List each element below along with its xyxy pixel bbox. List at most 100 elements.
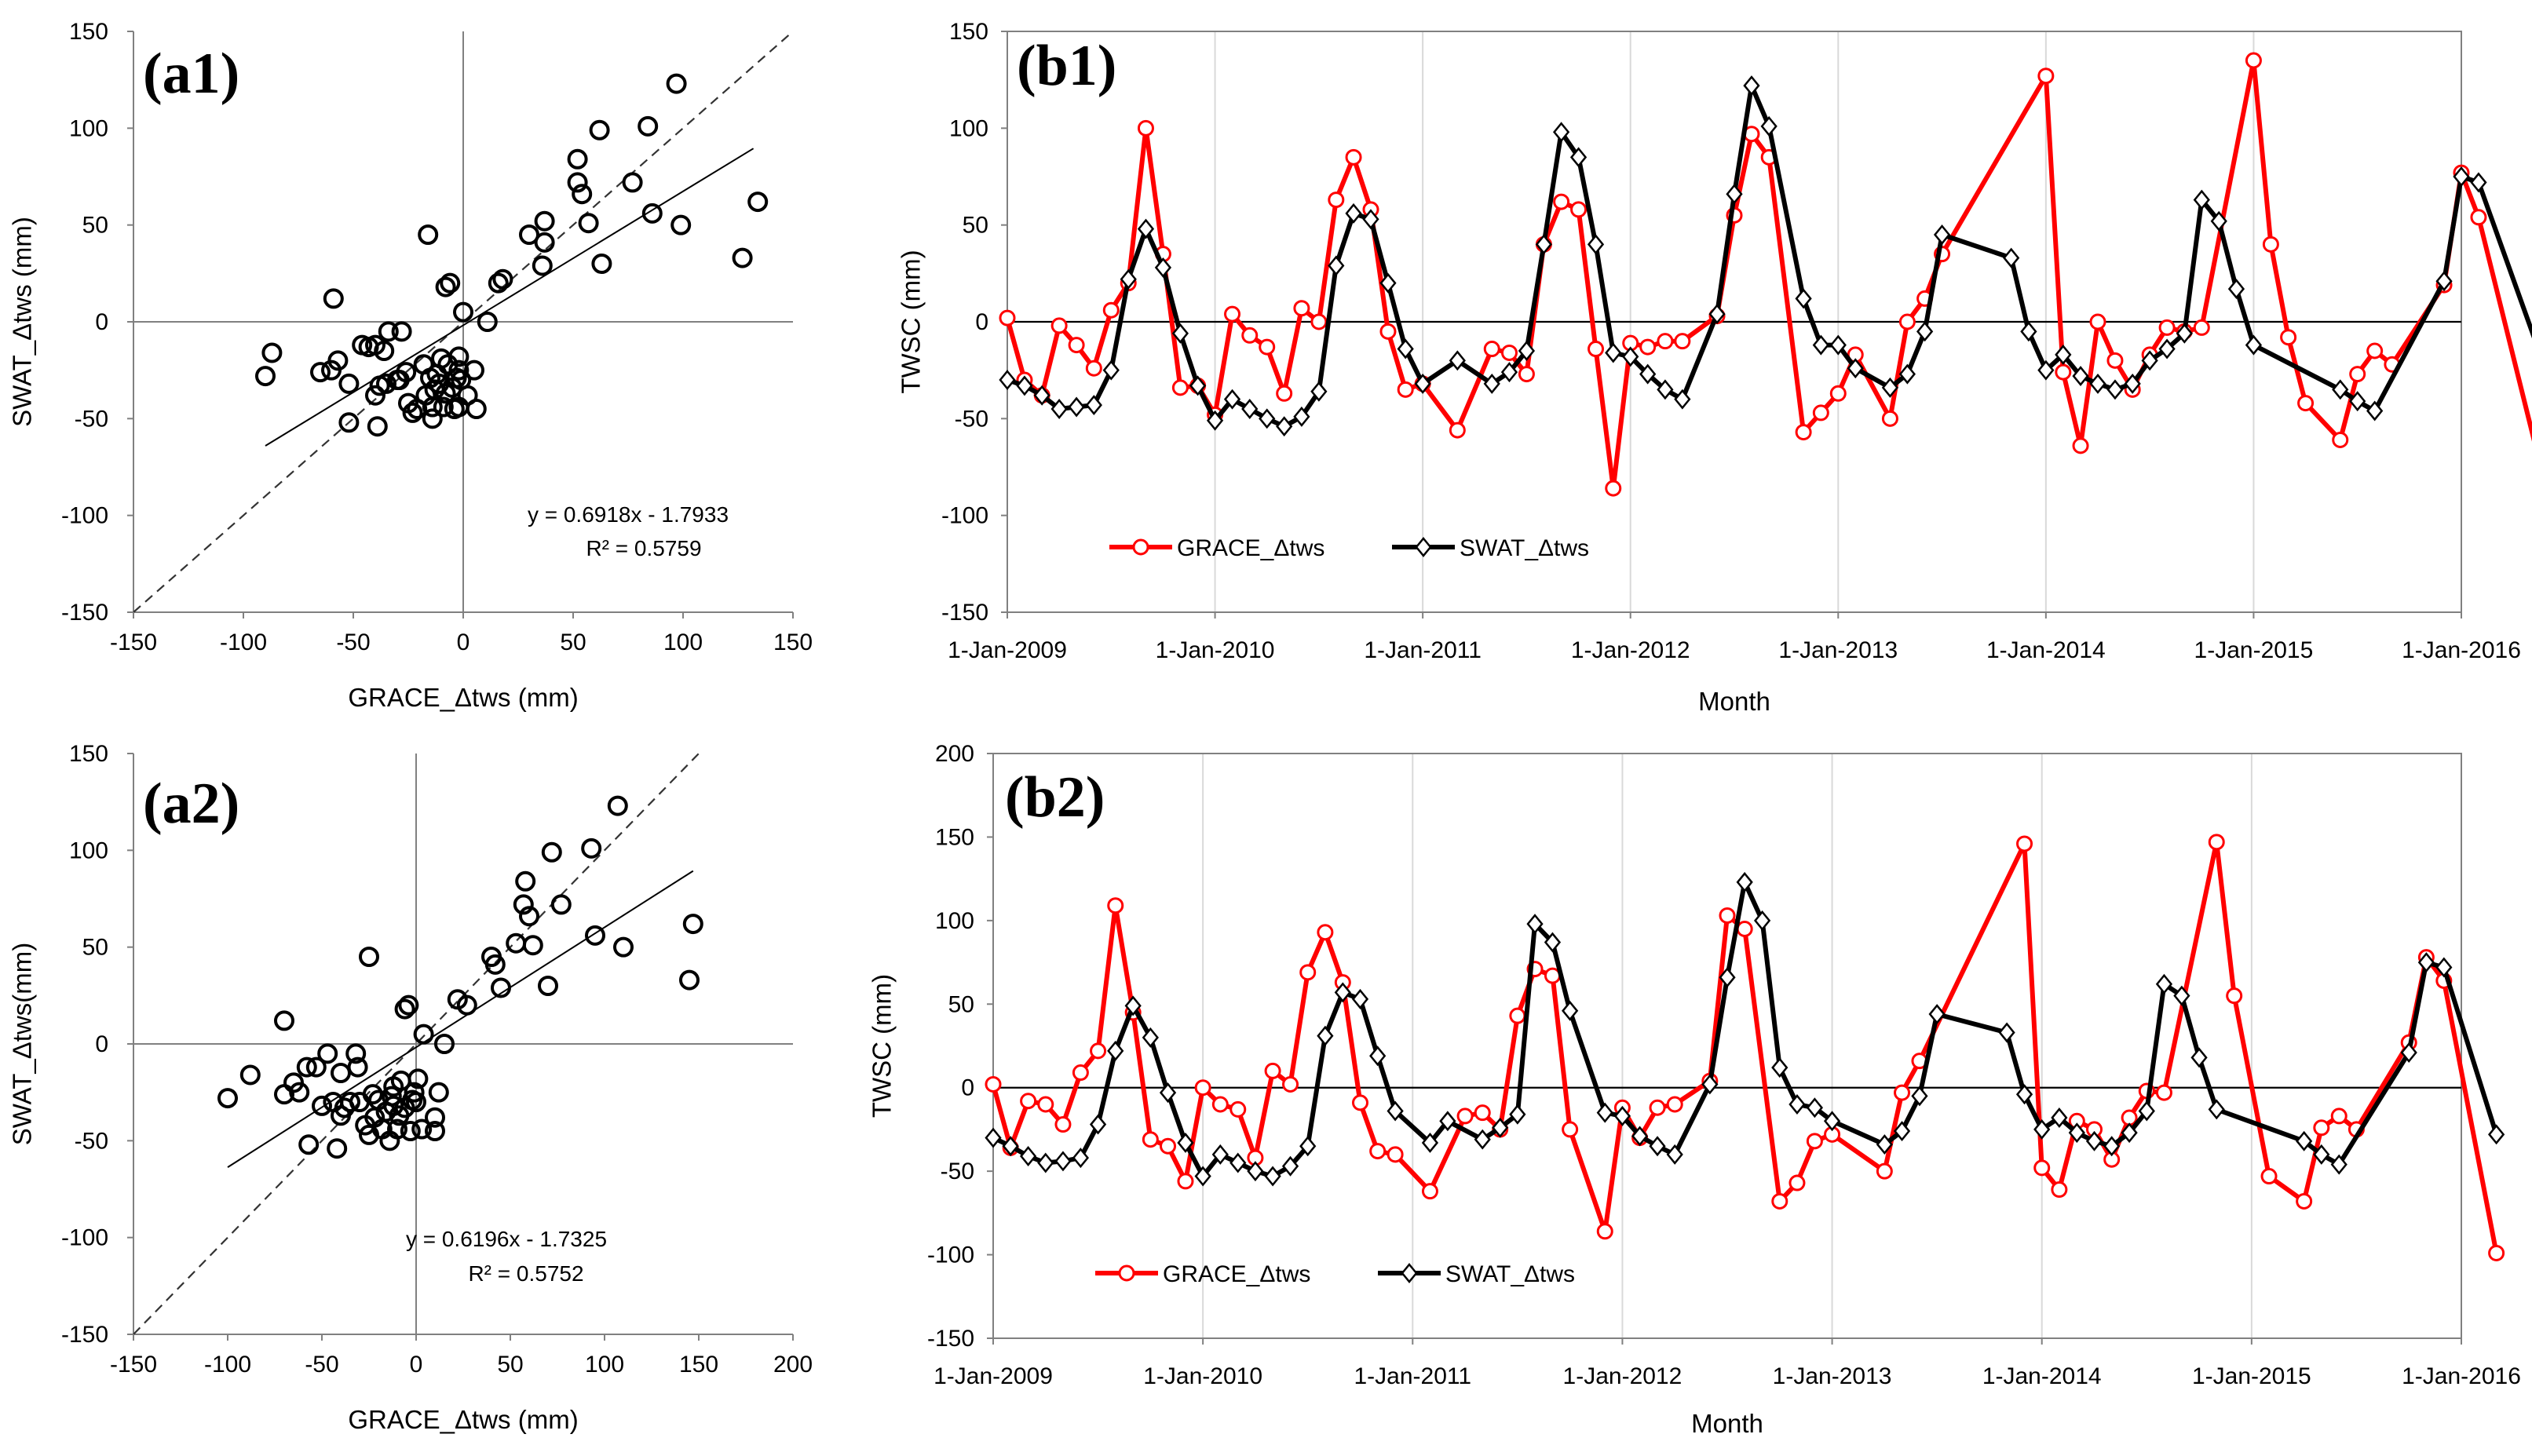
grace-data-point — [1345, 148, 1362, 166]
grace-data-point — [2106, 352, 2124, 369]
scatter-point — [418, 224, 439, 245]
swat-data-point — [1016, 375, 1033, 396]
scatter-point — [422, 408, 443, 429]
swat-data-point — [1293, 406, 1310, 427]
swat-data-point — [2190, 1047, 2208, 1068]
swat-data-point — [1743, 75, 1760, 97]
swat-data-point — [1085, 395, 1102, 416]
swat-data-point — [2138, 1100, 2155, 1122]
swat-data-point — [1928, 1004, 1946, 1025]
grace-data-point — [1518, 366, 1535, 383]
swat-data-point — [1631, 1126, 1649, 1147]
grace-data-point — [1736, 921, 1753, 937]
y-tick-label: 150 — [69, 19, 108, 45]
plot-frame — [992, 753, 2462, 1339]
scatter-point — [641, 203, 663, 224]
legend-grace-marker — [1132, 538, 1149, 556]
scatter-point — [345, 1043, 367, 1064]
swat-data-point — [1552, 122, 1570, 143]
scatter-point — [376, 373, 396, 394]
scatter-point — [638, 115, 659, 137]
scatter-point — [435, 276, 456, 297]
swat-data-point — [1474, 1129, 1491, 1150]
x-tick-label: 1-Jan-2013 — [1778, 637, 1898, 663]
swat-data-point — [1605, 342, 1622, 363]
legend-swat-label: SWAT_Δtws — [1460, 535, 1589, 561]
swat-data-point — [2435, 957, 2453, 978]
swat-data-point — [1299, 1136, 1317, 1157]
swat-data-point — [985, 1127, 1002, 1148]
swat-data-point — [1806, 1097, 1824, 1118]
grace-data-point — [1317, 924, 1334, 941]
y-tick-label: 50 — [948, 991, 974, 1017]
regression-line — [227, 870, 694, 1168]
swat-data-point — [2245, 334, 2263, 356]
swat-data-point — [1911, 1086, 1928, 1107]
x-tick-label: 0 — [410, 1352, 423, 1378]
grace-data-point — [1293, 300, 1310, 317]
swat-data-point — [2193, 189, 2210, 210]
y-tick-label: 0 — [961, 1075, 974, 1101]
swat-data-point — [999, 370, 1016, 390]
x-tick-label: 100 — [585, 1352, 624, 1378]
y-tick-label: -50 — [75, 1128, 108, 1154]
y-tick-label: 100 — [949, 115, 988, 141]
swat-data-point — [2400, 1042, 2417, 1063]
swat-data-point — [1701, 1074, 1719, 1095]
scatter-point — [359, 947, 379, 967]
swat-data-point — [1666, 1144, 1683, 1165]
grace-data-point — [1881, 410, 1898, 427]
legend-grace-label: GRACE_Δtws — [1163, 1261, 1310, 1287]
swat-data-point — [1518, 341, 1536, 361]
scatter-point — [448, 359, 469, 381]
regression-equation: y = 0.6196x - 1.7325 — [406, 1227, 607, 1251]
x-tick-label: 1-Jan-2010 — [1156, 637, 1275, 663]
grace-data-point — [1211, 1096, 1229, 1113]
swat-data-point — [2349, 391, 2366, 412]
scatter-point — [338, 412, 360, 433]
grace-data-point — [1500, 344, 1518, 361]
series-line-swat — [1007, 83, 2532, 429]
x-tick-label: 1-Jan-2015 — [2194, 637, 2314, 663]
swat-data-point — [1893, 1121, 1911, 1142]
swat-data-point — [1002, 1136, 1019, 1157]
swat-data-point — [1328, 255, 1345, 276]
x-tick-label: -150 — [110, 629, 157, 655]
scatter-point — [425, 1107, 445, 1128]
y-tick-label: 0 — [975, 309, 988, 335]
scatter-point — [534, 232, 555, 253]
swat-data-point — [1264, 1166, 1281, 1187]
grace-data-point — [999, 309, 1016, 327]
swat-data-point — [2106, 379, 2124, 400]
grace-data-point — [2245, 52, 2262, 69]
scatter-point — [274, 1010, 294, 1031]
grace-data-point — [2089, 313, 2106, 330]
grace-data-point — [1596, 1223, 1613, 1240]
scatter-point — [317, 1043, 338, 1064]
scatter-point — [387, 1118, 407, 1140]
swat-data-point — [1708, 304, 1726, 325]
scatter-point — [538, 976, 558, 996]
scatter-point — [491, 977, 511, 998]
x-tick-label: 1-Jan-2016 — [2402, 637, 2521, 663]
x-tick-label: 1-Jan-2012 — [1571, 637, 1690, 663]
grace-data-point — [2297, 395, 2315, 412]
x-tick-label: 150 — [679, 1352, 718, 1378]
scatter-point — [456, 994, 477, 1016]
grace-data-point — [1397, 381, 1414, 398]
panel-label: (a2) — [143, 772, 239, 836]
grace-data-point — [2366, 342, 2384, 359]
x-tick-label: -50 — [305, 1352, 338, 1378]
y-tick-label: -100 — [927, 1243, 974, 1268]
swat-data-point — [1421, 1132, 1439, 1153]
y-tick-label: 150 — [69, 741, 108, 767]
scatter-point — [578, 213, 599, 234]
swat-data-point — [2332, 379, 2349, 400]
swat-data-point — [1829, 334, 1847, 356]
swat-data-point — [2089, 373, 2106, 394]
swat-data-point — [1159, 1082, 1177, 1104]
swat-data-point — [1998, 1022, 2015, 1043]
grace-data-point — [2155, 1084, 2172, 1101]
swat-data-point — [1639, 363, 1657, 385]
